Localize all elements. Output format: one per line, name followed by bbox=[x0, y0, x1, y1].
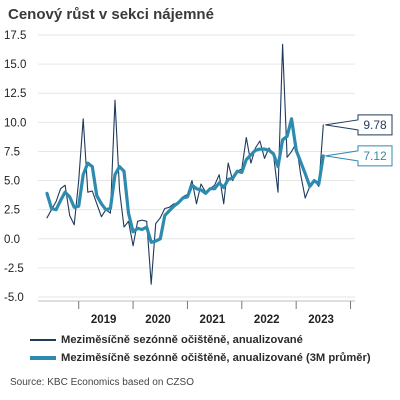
x-tick-label: 2023 bbox=[308, 314, 334, 326]
y-tick-label: 10.0 bbox=[4, 117, 26, 129]
legend-item-monthly: Meziměsíčně sezónně očištěně, anualizova… bbox=[30, 334, 303, 346]
series-layer bbox=[45, 43, 325, 285]
callout-layer: 9.78 7.12 bbox=[325, 114, 393, 167]
y-tick-label: 17.5 bbox=[4, 30, 26, 42]
end-label-3m-average: 7.12 bbox=[325, 145, 393, 167]
x-tick-label: 2022 bbox=[254, 314, 280, 326]
series-line-3m-average bbox=[45, 117, 325, 244]
callout-value: 9.78 bbox=[363, 118, 387, 132]
source-note: Source: KBC Economics based on CZSO bbox=[10, 377, 194, 388]
series-line-monthly bbox=[46, 43, 324, 285]
callout-value: 7.12 bbox=[363, 149, 387, 163]
y-tick-label: -5.0 bbox=[4, 292, 24, 304]
x-tick-label: 2020 bbox=[145, 314, 171, 326]
axis-layer: 17.5 15.0 12.5 10.0 7.5 5.0 2.5 0.0 -2.5 -5.0 2019… bbox=[4, 30, 355, 326]
y-tick-label: 12.5 bbox=[4, 88, 26, 100]
legend-label-3m-average: Meziměsíčně sezónně očištěně, anualizova… bbox=[61, 352, 371, 364]
legend-swatch-monthly bbox=[30, 339, 56, 341]
legend-item-3m-average: Meziměsíčně sezónně očištěně, anualizova… bbox=[30, 352, 371, 364]
x-tick-label: 2019 bbox=[91, 314, 117, 326]
y-tick-label: 5.0 bbox=[4, 176, 20, 188]
x-tick-label: 2021 bbox=[200, 314, 226, 326]
legend-label-monthly: Meziměsíčně sezónně očištěně, anualizova… bbox=[61, 334, 303, 346]
chart-title: Cenový růst v sekci nájemné bbox=[8, 6, 214, 23]
callout-pointer bbox=[325, 119, 359, 131]
callout-pointer bbox=[325, 150, 359, 162]
y-tick-label: 2.5 bbox=[4, 205, 20, 217]
y-tick-label: 7.5 bbox=[4, 146, 20, 158]
legend-swatch-3m-average bbox=[30, 356, 56, 360]
grid-layer bbox=[38, 34, 355, 298]
end-label-monthly: 9.78 bbox=[325, 114, 393, 136]
y-tick-label: -2.5 bbox=[4, 263, 24, 275]
y-tick-label: 0.0 bbox=[4, 234, 20, 246]
y-tick-label: 15.0 bbox=[4, 59, 26, 71]
